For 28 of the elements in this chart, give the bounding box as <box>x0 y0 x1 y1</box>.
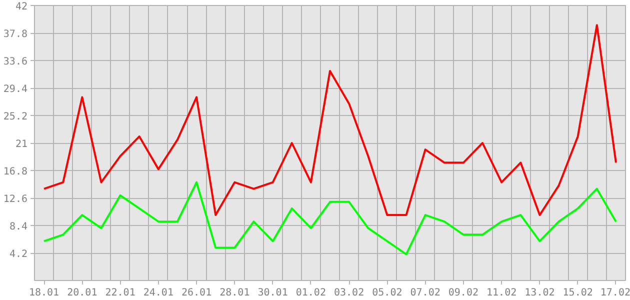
x-tick-label: 22.01 <box>105 288 136 298</box>
y-tick-label: 8.4 <box>9 222 28 232</box>
x-tick-label: 17.02 <box>600 288 630 298</box>
x-tick-label: 28.01 <box>220 288 250 298</box>
y-tick-label: 42 <box>15 2 28 12</box>
x-tick-label: 07.02 <box>410 288 440 298</box>
x-tick-label: 09.02 <box>448 288 479 298</box>
x-tick-label: 24.01 <box>143 288 174 298</box>
line-series <box>43 24 617 216</box>
y-tick-label: 16.8 <box>3 166 28 178</box>
x-tick-label: 30.01 <box>258 288 288 298</box>
y-tick-label: 21 <box>15 139 28 150</box>
x-tick-label: 13.02 <box>524 288 555 298</box>
x-tick-label: 20.01 <box>67 288 98 298</box>
y-tick-label: 33.6 <box>3 56 28 68</box>
y-tick-label: 37.8 <box>3 29 28 40</box>
x-tick-label: 11.02 <box>486 288 517 298</box>
x-tick-label: 26.01 <box>181 288 212 298</box>
x-tick-label: 18.01 <box>28 288 60 298</box>
line-series <box>43 181 617 256</box>
y-tick-label: 12.6 <box>3 194 28 205</box>
y-tick-label: 4.2 <box>9 249 28 260</box>
x-tick-label: 05.02 <box>372 288 402 298</box>
x-tick-label: 03.02 <box>334 288 364 298</box>
x-tick-label: 15.02 <box>562 288 593 298</box>
x-tick-label: 01.02 <box>296 288 326 298</box>
y-tick-label: 25.2 <box>3 112 28 122</box>
y-tick-label: 29.4 <box>3 84 28 95</box>
